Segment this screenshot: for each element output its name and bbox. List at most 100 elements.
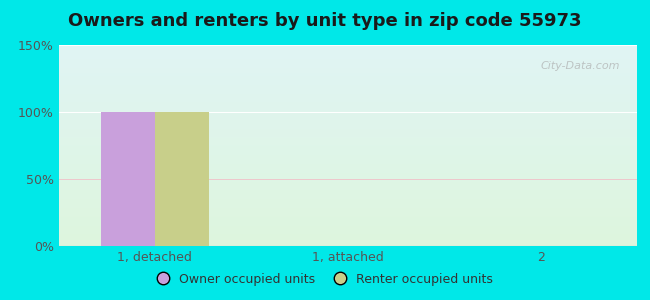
Bar xyxy=(58,228,637,229)
Bar xyxy=(58,61,637,62)
Bar xyxy=(58,142,637,143)
Bar xyxy=(58,140,637,141)
Bar xyxy=(58,66,637,67)
Bar xyxy=(58,80,637,81)
Bar xyxy=(58,79,637,80)
Bar xyxy=(58,231,637,232)
Bar xyxy=(58,107,637,108)
Bar xyxy=(58,122,637,123)
Bar xyxy=(58,65,637,66)
Bar xyxy=(58,127,637,128)
Bar xyxy=(58,183,637,184)
Bar xyxy=(58,89,637,90)
Bar xyxy=(58,144,637,145)
Bar xyxy=(58,216,637,217)
Bar xyxy=(58,130,637,131)
Bar xyxy=(58,153,637,154)
Bar xyxy=(58,103,637,104)
Bar xyxy=(58,150,637,151)
Bar xyxy=(58,72,637,73)
Bar xyxy=(58,242,637,243)
Bar xyxy=(58,115,637,116)
Bar xyxy=(58,164,637,165)
Bar xyxy=(58,174,637,175)
Bar xyxy=(58,243,637,244)
Bar xyxy=(58,93,637,94)
Bar xyxy=(58,172,637,173)
Bar xyxy=(58,76,637,77)
Bar xyxy=(58,196,637,197)
Bar xyxy=(58,195,637,196)
Bar xyxy=(58,77,637,78)
Bar xyxy=(58,125,637,126)
Bar xyxy=(58,189,637,190)
Bar xyxy=(58,114,637,115)
Bar xyxy=(58,102,637,103)
Bar xyxy=(58,68,637,69)
Bar xyxy=(58,117,637,118)
Bar xyxy=(58,204,637,205)
Bar xyxy=(58,133,637,134)
Bar xyxy=(58,91,637,92)
Bar xyxy=(58,63,637,64)
Bar xyxy=(58,217,637,218)
Bar xyxy=(58,82,637,83)
Bar xyxy=(58,100,637,101)
Bar xyxy=(58,218,637,219)
Bar xyxy=(58,90,637,91)
Bar xyxy=(58,173,637,174)
Bar xyxy=(58,238,637,239)
Bar xyxy=(58,158,637,159)
Bar xyxy=(58,124,637,125)
Bar xyxy=(58,222,637,223)
Bar xyxy=(58,155,637,156)
Bar xyxy=(58,147,637,148)
Bar xyxy=(58,156,637,157)
Bar xyxy=(58,211,637,212)
Bar xyxy=(58,169,637,170)
Bar xyxy=(58,111,637,112)
Bar xyxy=(101,112,155,246)
Bar xyxy=(58,241,637,242)
Bar xyxy=(58,214,637,215)
Bar xyxy=(58,184,637,185)
Bar xyxy=(58,209,637,210)
Legend: Owner occupied units, Renter occupied units: Owner occupied units, Renter occupied un… xyxy=(151,268,499,291)
Bar xyxy=(58,200,637,201)
Bar xyxy=(58,145,637,146)
Bar xyxy=(58,171,637,172)
Bar xyxy=(58,230,637,231)
Bar xyxy=(58,51,637,52)
Bar xyxy=(58,225,637,226)
Bar xyxy=(58,202,637,203)
Bar xyxy=(58,227,637,228)
Bar xyxy=(58,146,637,147)
Bar xyxy=(58,50,637,51)
Bar xyxy=(58,138,637,139)
Bar xyxy=(58,48,637,49)
Bar xyxy=(58,55,637,56)
Bar xyxy=(58,59,637,60)
Bar xyxy=(58,106,637,107)
Bar xyxy=(58,239,637,240)
Bar xyxy=(58,157,637,158)
Bar xyxy=(58,190,637,191)
Bar xyxy=(58,58,637,59)
Bar xyxy=(58,178,637,179)
Bar xyxy=(58,152,637,153)
Bar xyxy=(58,240,637,241)
Bar xyxy=(58,112,637,113)
Text: Owners and renters by unit type in zip code 55973: Owners and renters by unit type in zip c… xyxy=(68,12,582,30)
Bar xyxy=(58,108,637,109)
Bar xyxy=(58,223,637,224)
Bar xyxy=(58,224,637,225)
Bar xyxy=(58,134,637,135)
Bar xyxy=(58,105,637,106)
Bar xyxy=(58,194,637,195)
Bar xyxy=(58,116,637,117)
Bar xyxy=(58,237,637,238)
Bar xyxy=(58,220,637,221)
Bar xyxy=(58,81,637,82)
Bar xyxy=(58,104,637,105)
Bar xyxy=(58,75,637,76)
